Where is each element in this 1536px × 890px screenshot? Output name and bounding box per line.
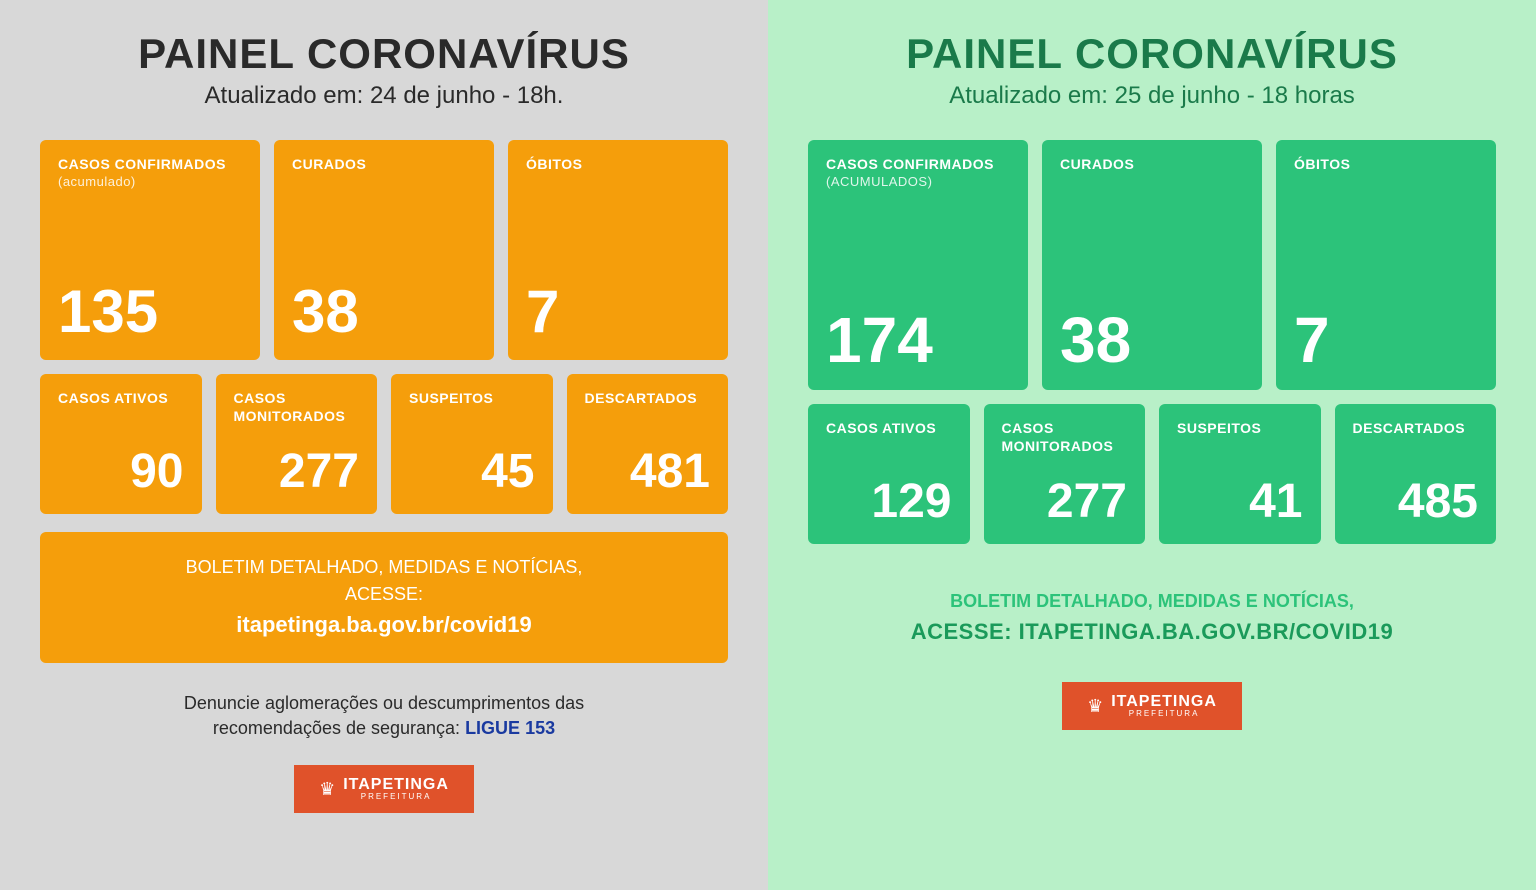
panel-june-25: PAINEL CORONAVÍRUS Atualizado em: 25 de … (768, 0, 1536, 890)
card-label: CASOS ATIVOS (58, 390, 184, 408)
card-value: 277 (1002, 478, 1128, 526)
card-value: 277 (234, 448, 360, 496)
card-value: 135 (58, 282, 158, 342)
logo-main: ITAPETINGA (1111, 694, 1217, 710)
card-label: CASOS CONFIRMADOS (ACUMULADOS) (826, 156, 1010, 190)
denounce-line1: Denuncie aglomerações ou descumprimentos… (184, 693, 584, 713)
info-banner: BOLETIM DETALHADO, MEDIDAS E NOTÍCIAS, A… (808, 578, 1496, 658)
logo-sub: PREFEITURA (1111, 710, 1217, 718)
card-label-sub: (acumulado) (58, 174, 242, 190)
card-monitored: CASOS MONITORADOS 277 (984, 404, 1146, 544)
info-line2: ACESSE: ITAPETINGA.BA.GOV.BR/COVID19 (911, 619, 1394, 644)
panel-june-24: PAINEL CORONAVÍRUS Atualizado em: 24 de … (0, 0, 768, 890)
card-active: CASOS ATIVOS 90 (40, 374, 202, 514)
card-label: ÓBITOS (1294, 156, 1478, 174)
denounce-phone: LIGUE 153 (465, 718, 555, 738)
stats-row-secondary: CASOS ATIVOS 90 CASOS MONITORADOS 277 SU… (40, 374, 728, 514)
card-recovered: CURADOS 38 (1042, 140, 1262, 390)
card-label: CURADOS (292, 156, 476, 174)
card-label-text: CASOS CONFIRMADOS (58, 156, 226, 172)
info-line1: BOLETIM DETALHADO, MEDIDAS E NOTÍCIAS, (950, 591, 1354, 611)
card-value: 7 (1294, 308, 1330, 372)
panel-subtitle: Atualizado em: 24 de junho - 18h. (40, 82, 728, 110)
card-recovered: CURADOS 38 (274, 140, 494, 360)
card-confirmed: CASOS CONFIRMADOS (ACUMULADOS) 174 (808, 140, 1028, 390)
card-label: CASOS MONITORADOS (234, 390, 360, 425)
card-label: CASOS ATIVOS (826, 420, 952, 438)
info-url: itapetinga.ba.gov.br/covid19 (236, 612, 531, 637)
stats-row-primary: CASOS CONFIRMADOS (acumulado) 135 CURADO… (40, 140, 728, 360)
card-value: 485 (1353, 478, 1479, 526)
info-url: ITAPETINGA.BA.GOV.BR/COVID19 (1019, 619, 1394, 644)
stats-row-primary: CASOS CONFIRMADOS (ACUMULADOS) 174 CURAD… (808, 140, 1496, 390)
stats-row-secondary: CASOS ATIVOS 129 CASOS MONITORADOS 277 S… (808, 404, 1496, 544)
card-active: CASOS ATIVOS 129 (808, 404, 970, 544)
card-value: 129 (826, 478, 952, 526)
logo-text: ITAPETINGA PREFEITURA (343, 777, 449, 801)
card-monitored: CASOS MONITORADOS 277 (216, 374, 378, 514)
denounce-text: Denuncie aglomerações ou descumprimentos… (40, 691, 728, 741)
card-discarded: DESCARTADOS 481 (567, 374, 729, 514)
logo-sub: PREFEITURA (343, 793, 449, 801)
crest-icon: ♛ (1087, 696, 1103, 717)
info-line1: BOLETIM DETALHADO, MEDIDAS E NOTÍCIAS, (186, 557, 583, 577)
card-label: SUSPEITOS (1177, 420, 1303, 438)
card-label: DESCARTADOS (585, 390, 711, 408)
card-value: 174 (826, 308, 933, 372)
card-suspected: SUSPEITOS 45 (391, 374, 553, 514)
card-deaths: ÓBITOS 7 (508, 140, 728, 360)
crest-icon: ♛ (319, 779, 335, 800)
logo-badge: ♛ ITAPETINGA PREFEITURA (1062, 682, 1242, 730)
logo-badge: ♛ ITAPETINGA PREFEITURA (294, 765, 474, 813)
card-value: 38 (292, 282, 359, 342)
card-value: 7 (526, 282, 559, 342)
panel-subtitle: Atualizado em: 25 de junho - 18 horas (808, 82, 1496, 110)
card-confirmed: CASOS CONFIRMADOS (acumulado) 135 (40, 140, 260, 360)
card-label: CASOS CONFIRMADOS (acumulado) (58, 156, 242, 190)
card-label: DESCARTADOS (1353, 420, 1479, 438)
info-line2: ACESSE: (345, 584, 423, 604)
card-label-text: CASOS CONFIRMADOS (826, 156, 994, 172)
logo-main: ITAPETINGA (343, 777, 449, 793)
card-label: CASOS MONITORADOS (1002, 420, 1128, 455)
card-value: 41 (1177, 478, 1303, 526)
card-discarded: DESCARTADOS 485 (1335, 404, 1497, 544)
card-label: ÓBITOS (526, 156, 710, 174)
card-label-sub: (ACUMULADOS) (826, 174, 1010, 190)
card-value: 45 (409, 448, 535, 496)
card-value: 481 (585, 448, 711, 496)
card-value: 38 (1060, 308, 1131, 372)
card-label: SUSPEITOS (409, 390, 535, 408)
info-prefix: ACESSE: (911, 619, 1019, 644)
info-banner: BOLETIM DETALHADO, MEDIDAS E NOTÍCIAS, A… (40, 532, 728, 663)
panel-title: PAINEL CORONAVÍRUS (40, 30, 728, 78)
card-label: CURADOS (1060, 156, 1244, 174)
card-suspected: SUSPEITOS 41 (1159, 404, 1321, 544)
card-value: 90 (58, 448, 184, 496)
panel-title: PAINEL CORONAVÍRUS (808, 30, 1496, 78)
denounce-line2: recomendações de segurança: (213, 718, 465, 738)
card-deaths: ÓBITOS 7 (1276, 140, 1496, 390)
logo-text: ITAPETINGA PREFEITURA (1111, 694, 1217, 718)
